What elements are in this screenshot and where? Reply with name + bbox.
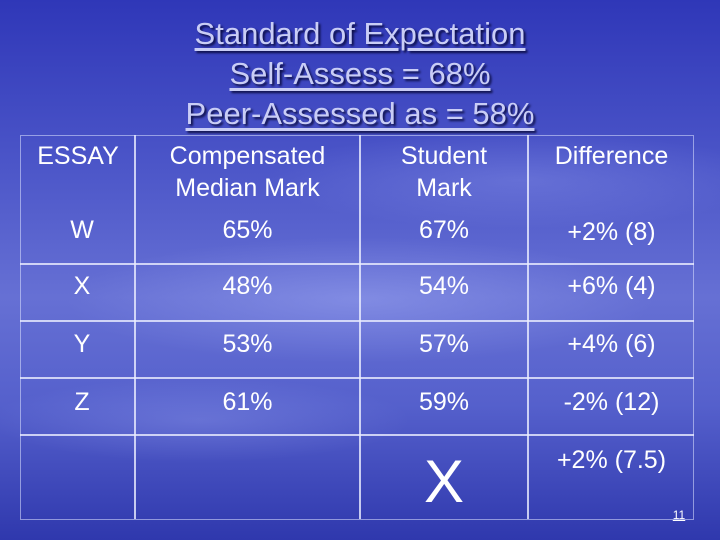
title-line-3: Peer-Assessed as = 58%: [185, 96, 535, 131]
essay-cell: W: [70, 216, 94, 244]
column-divider: [359, 135, 361, 519]
title-line-1: Standard of Expectation: [194, 16, 526, 51]
median-cell: 53%: [222, 330, 273, 358]
row-divider: [20, 434, 694, 436]
difference-cell: +2% (8): [567, 218, 656, 246]
header-essay: ESSAY: [37, 142, 119, 170]
difference-cell: +6% (4): [567, 272, 656, 300]
row-divider: [20, 320, 694, 322]
header-student-line1: Student: [400, 142, 488, 170]
title-line-2: Self-Assess = 68%: [229, 56, 491, 91]
row-divider: [20, 263, 694, 265]
student-cell: 54%: [418, 272, 470, 300]
header-student-line2: Mark: [416, 174, 472, 202]
column-divider: [527, 135, 529, 519]
summary-difference-cell: +2% (7.5): [556, 446, 667, 474]
header-median-line1: Compensated: [169, 142, 326, 170]
header-median: Compensated Median Mark: [136, 140, 359, 204]
median-cell: 61%: [222, 388, 273, 416]
student-cell: 57%: [418, 330, 470, 358]
column-divider: [134, 135, 136, 519]
table-frame: [20, 135, 694, 520]
header-median-line2: Median Mark: [175, 174, 320, 202]
median-cell: 48%: [222, 272, 273, 300]
median-cell: 65%: [222, 216, 273, 244]
essay-cell: Y: [73, 330, 91, 358]
summary-student-cell: X: [423, 448, 465, 515]
essay-cell: X: [73, 272, 91, 300]
page-number: 11: [672, 508, 686, 522]
header-student: Student Mark: [361, 140, 527, 204]
student-cell: 59%: [418, 388, 470, 416]
slide-title: Standard of Expectation Self-Assess = 68…: [0, 14, 720, 134]
header-difference: Difference: [554, 142, 669, 170]
row-divider: [20, 377, 694, 379]
difference-cell: +4% (6): [567, 330, 656, 358]
difference-cell: -2% (12): [563, 388, 660, 416]
student-cell: 67%: [418, 216, 470, 244]
essay-cell: Z: [74, 388, 90, 416]
